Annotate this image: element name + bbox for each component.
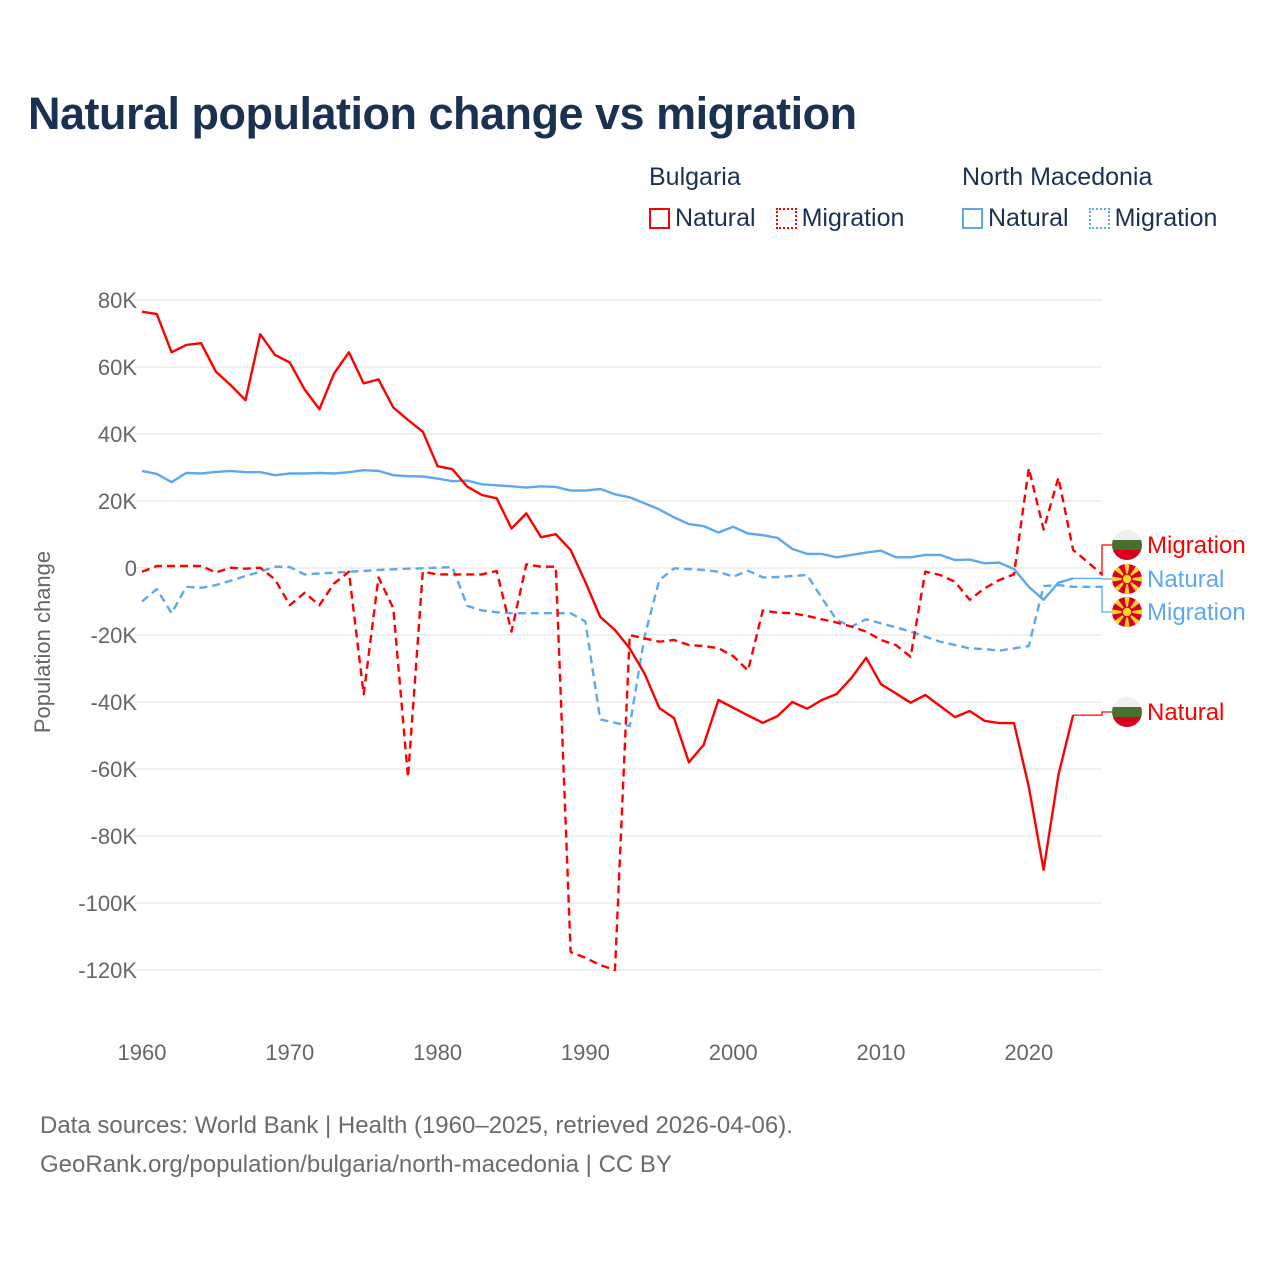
legend-item-bulgaria-migration[interactable]: Migration <box>775 204 905 233</box>
x-tick-label: 1980 <box>413 1040 462 1065</box>
end-label-text: Natural <box>1147 699 1224 726</box>
x-tick-label: 2010 <box>857 1040 906 1065</box>
y-tick-label: 20K <box>98 489 137 514</box>
source-note: Data sources: World Bank | Health (1960–… <box>40 1112 793 1139</box>
series-line-bulgaria-migration[interactable] <box>141 467 1104 972</box>
legend-group-title: Bulgaria <box>649 163 741 191</box>
end-label-text: Migration <box>1147 532 1246 559</box>
leader-line <box>1073 577 1112 580</box>
series-lines <box>141 310 1104 972</box>
legend-label: Natural <box>988 204 1069 232</box>
legend-item-bulgaria-natural[interactable]: Natural <box>649 204 756 233</box>
legend-item-north-macedonia-natural[interactable]: Natural <box>962 204 1069 233</box>
north-macedonia-flag-icon <box>1112 597 1142 627</box>
end-labels: Migration Natural Migration Natural <box>1073 530 1246 727</box>
legend-label: Migration <box>801 204 905 232</box>
y-tick-label: -60K <box>91 757 138 782</box>
gridlines <box>135 299 1102 971</box>
y-tick-label: -80K <box>91 824 138 849</box>
end-label-north-macedonia-natural: Natural <box>1073 564 1224 594</box>
y-tick-label: 0 <box>125 556 137 581</box>
solid-swatch-icon <box>962 208 983 229</box>
x-axis-ticks: 1960 1970 1980 1990 2000 2010 2020 <box>118 1040 1054 1065</box>
y-tick-label: -40K <box>91 690 138 715</box>
x-tick-label: 2000 <box>709 1040 758 1065</box>
chart-title: Natural population change vs migration <box>28 88 857 139</box>
end-label-bulgaria-migration: Migration <box>1101 530 1246 576</box>
y-tick-label: 80K <box>98 288 137 313</box>
leader-line <box>1101 586 1112 613</box>
y-axis-label: Population change <box>30 551 55 733</box>
end-label-north-macedonia-migration: Migration <box>1101 586 1246 627</box>
y-tick-label: -100K <box>78 891 137 916</box>
attribution-link[interactable]: GeoRank.org/population/bulgaria/north-ma… <box>40 1151 672 1178</box>
legend-group-bulgaria: Bulgaria Natural Migration <box>649 163 904 233</box>
end-label-bulgaria-natural: Natural <box>1073 697 1224 727</box>
y-axis-ticks: 80K 60K 40K 20K 0 -20K -40K -60K -80K -100K -120K <box>78 288 137 983</box>
legend-group-north-macedonia: North Macedonia Natural Migration <box>962 163 1217 233</box>
y-tick-label: 40K <box>98 422 137 447</box>
x-tick-label: 2020 <box>1004 1040 1053 1065</box>
x-tick-label: 1970 <box>265 1040 314 1065</box>
leader-line <box>1101 544 1112 576</box>
legend-label: Natural <box>675 204 756 232</box>
dotted-swatch-icon <box>775 208 797 229</box>
y-tick-label: -120K <box>78 958 137 983</box>
bulgaria-flag-icon <box>1112 530 1142 560</box>
legend-item-north-macedonia-migration[interactable]: Migration <box>1088 204 1218 233</box>
solid-swatch-icon <box>649 208 670 229</box>
footer: Data sources: World Bank | Health (1960–… <box>40 1106 793 1184</box>
north-macedonia-flag-icon <box>1112 564 1142 594</box>
series-line-north-macedonia-natural[interactable] <box>141 469 1074 601</box>
y-tick-label: 60K <box>98 355 137 380</box>
end-label-text: Migration <box>1147 599 1246 626</box>
end-label-text: Natural <box>1147 566 1224 593</box>
x-tick-label: 1960 <box>118 1040 167 1065</box>
legend-label: Migration <box>1114 204 1218 232</box>
y-tick-label: -20K <box>91 623 138 648</box>
bulgaria-flag-icon <box>1112 697 1142 727</box>
legend-group-title: North Macedonia <box>962 163 1153 191</box>
series-line-north-macedonia-migration[interactable] <box>141 565 1103 728</box>
dotted-swatch-icon <box>1088 208 1110 229</box>
x-tick-label: 1990 <box>561 1040 610 1065</box>
series-line-bulgaria-natural[interactable] <box>141 310 1075 871</box>
leader-line <box>1073 711 1112 716</box>
